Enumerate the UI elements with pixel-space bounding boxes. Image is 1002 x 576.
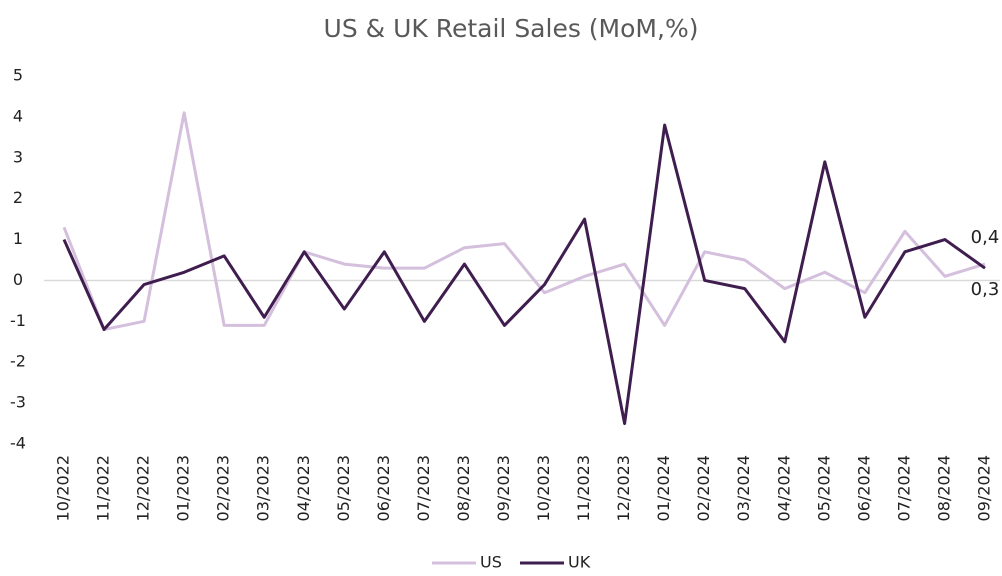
x-tick-label: 10/2022 [54, 455, 73, 521]
x-tick-label: 07/2023 [414, 455, 433, 521]
x-tick-label: 10/2023 [534, 455, 553, 521]
x-tick-label: 02/2023 [214, 455, 233, 521]
y-tick-label: -2 [10, 352, 26, 371]
y-tick-label: 0 [13, 270, 23, 289]
x-tick-label: 08/2023 [454, 455, 473, 521]
x-tick-label: 02/2024 [694, 455, 713, 521]
x-tick-label: 07/2024 [894, 455, 913, 521]
y-tick-label: 1 [13, 229, 23, 248]
x-tick-label: 05/2024 [814, 455, 833, 521]
x-tick-label: 09/2023 [494, 455, 513, 521]
legend-label: UK [568, 553, 591, 572]
x-tick-label: 04/2024 [774, 455, 793, 521]
data-label: 0,3 [971, 279, 1000, 300]
chart-title: US & UK Retail Sales (MoM,%) [324, 14, 699, 43]
x-tick-label: 06/2023 [374, 455, 393, 521]
y-tick-label: -3 [10, 393, 26, 412]
x-tick-label: 01/2024 [654, 455, 673, 521]
y-tick-label: 3 [13, 147, 23, 166]
x-tick-label: 12/2022 [134, 455, 153, 521]
series-line [62, 111, 986, 332]
x-tick-label: 01/2023 [174, 455, 193, 521]
x-tick-label: 09/2024 [975, 455, 994, 521]
x-tick-label: 06/2024 [854, 455, 873, 521]
legend-label: US [480, 553, 502, 572]
y-tick-label: -4 [10, 434, 26, 453]
x-tick-label: 04/2023 [294, 455, 313, 521]
x-tick-label: 05/2023 [334, 455, 353, 521]
y-tick-label: -1 [10, 311, 26, 330]
data-label: 0,4 [971, 227, 1000, 248]
y-tick-label: 5 [13, 66, 23, 85]
x-tick-label: 03/2023 [254, 455, 273, 521]
y-tick-label: 4 [13, 106, 23, 125]
x-tick-label: 11/2023 [574, 455, 593, 521]
x-tick-label: 11/2022 [94, 455, 113, 521]
x-tick-label: 08/2024 [934, 455, 953, 521]
series-line [62, 123, 986, 426]
x-tick-label: 12/2023 [614, 455, 633, 521]
y-tick-label: 2 [13, 188, 23, 207]
x-tick-label: 03/2024 [734, 455, 753, 521]
